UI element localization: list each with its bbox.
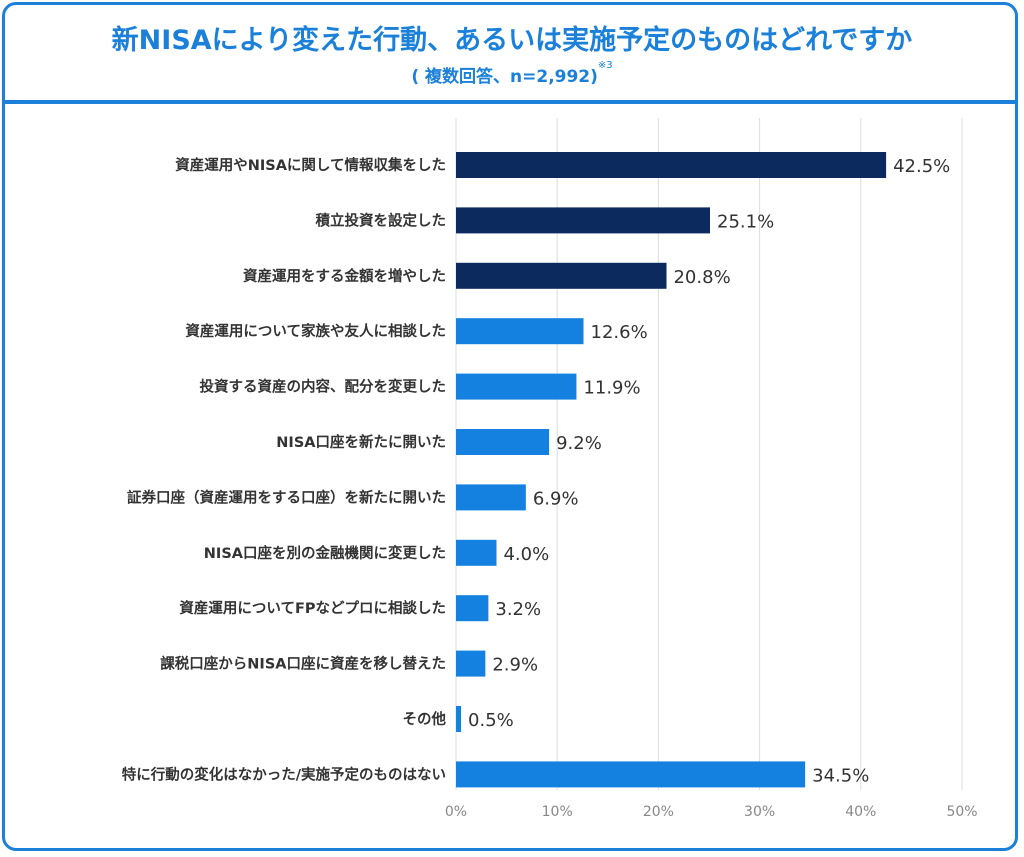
x-tick-label: 40% [845, 804, 876, 820]
value-label: 6.9% [533, 488, 579, 509]
x-tick-label: 50% [946, 804, 977, 820]
bars [456, 152, 887, 788]
bar [456, 318, 584, 345]
value-label: 9.2% [556, 433, 602, 454]
category-labels: 資産運用やNISAに関して情報収集をした積立投資を設定した資産運用をする金額を増… [122, 156, 447, 783]
x-tick-label: 30% [744, 804, 775, 820]
category-label: 資産運用をする金額を増やした [243, 267, 446, 285]
value-label: 0.5% [468, 710, 514, 731]
bar [456, 761, 806, 788]
bar [456, 650, 486, 677]
category-label: 資産運用について家族や友人に相談した [185, 322, 446, 340]
category-label: 資産運用やNISAに関して情報収集をした [175, 156, 446, 174]
category-label: 課税口座からNISA口座に資産を移し替えた [160, 655, 446, 673]
category-label: 積立投資を設定した [315, 211, 447, 229]
value-label: 34.5% [812, 765, 869, 786]
x-tick-label: 0% [445, 804, 467, 820]
category-label: 特に行動の変化はなかった/実施予定のものはない [122, 765, 446, 783]
category-label: 証券口座（資産運用をする口座）を新たに開いた [127, 488, 446, 506]
value-label: 42.5% [893, 156, 950, 177]
value-label: 4.0% [503, 544, 549, 565]
header-divider [2, 100, 1018, 104]
category-label: 投資する資産の内容、配分を変更した [200, 378, 447, 396]
chart-subtitle: ( 複数回答、n=2,992)※3 [0, 60, 1024, 87]
x-tick-label: 10% [542, 804, 573, 820]
bar [456, 595, 489, 622]
chart-title: 新NISAにより変えた行動、あるいは実施予定のものはどれですか [111, 25, 913, 56]
value-label: 20.8% [673, 267, 730, 288]
category-label: NISA口座を新たに開いた [276, 433, 446, 451]
value-label: 25.1% [717, 211, 774, 232]
bar [456, 429, 550, 455]
bar [456, 373, 577, 400]
subtitle-footnote: ※3 [597, 60, 613, 71]
subtitle-text: ( 複数回答、n=2,992) [411, 67, 598, 87]
x-tick-labels: 0% 10% 20% 30% 40% 50% [445, 804, 978, 820]
category-label: その他 [403, 710, 447, 728]
category-label: NISA口座を別の金融機関に変更した [204, 544, 446, 562]
value-label: 12.6% [591, 322, 648, 343]
bar [456, 539, 497, 566]
value-labels: 42.5% 25.1% 20.8% 12.6% 11.9% 9.2% 6.9% 4.0% 3.2… [468, 156, 950, 786]
x-tick-label: 20% [643, 804, 674, 820]
bar [456, 152, 887, 178]
bar [456, 207, 711, 234]
bar [456, 262, 667, 289]
value-label: 3.2% [495, 599, 541, 620]
value-label: 11.9% [583, 378, 640, 399]
bar [456, 484, 526, 511]
value-label: 2.9% [492, 655, 538, 676]
bar [456, 706, 462, 732]
category-label: 資産運用についてFPなどプロに相談した [179, 599, 446, 617]
